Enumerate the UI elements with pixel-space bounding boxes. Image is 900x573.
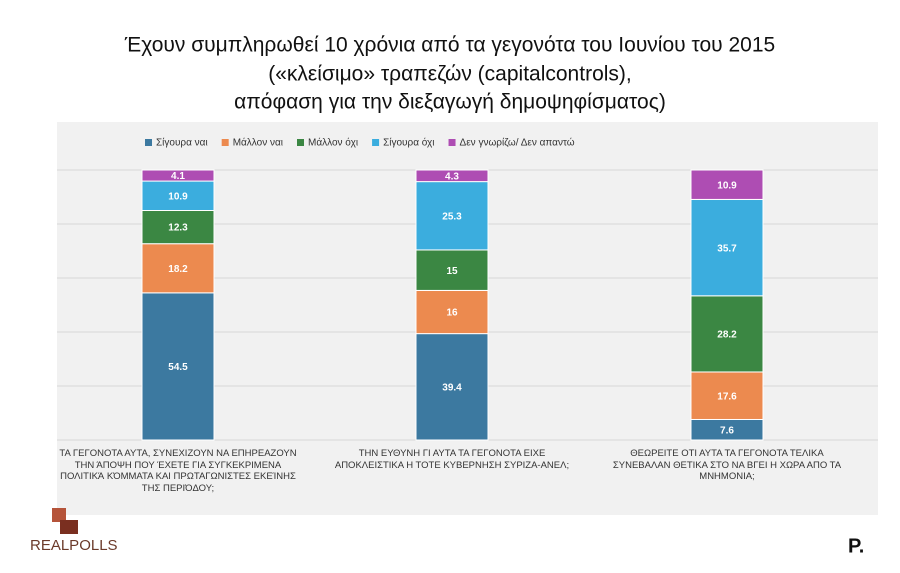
value-label: 4.1 [171,171,185,182]
bar-segment [690,198,764,297]
legend-label: Μάλλον ναι [233,137,283,149]
value-label: 4.3 [445,171,459,182]
bar-segment [690,295,764,373]
category-label: ΤΗΝ ΕΥΘΥΝΗ ΓΙ ΑΥΤΑ ΤΑ ΓΕΓΟΝΟΤΑ ΕΙΧΕ ΑΠΟΚ… [334,448,570,471]
bar-segment [415,181,489,251]
value-label: 12.3 [168,223,188,234]
value-label: 15 [446,266,458,277]
legend-label: Σίγουρα ναι [156,137,208,149]
logo: REALPOLLS [30,537,118,554]
category-label: ΘΕΩΡΕΙΤΕ ΟΤΙ ΑΥΤΑ ΤΑ ΓΕΓΟΝΟΤΑ ΤΕΛΙΚΑ ΣΥΝ… [612,448,842,482]
brand: P. [848,535,864,557]
legend-label: Σίγουρα όχι [383,137,434,149]
bar-segment [415,333,489,441]
category-label: ΤΑ ΓΕΓΟΝΟΤΑ ΑΥΤΑ, ΣΥΝΕΧΙΖΟΥΝ ΝΑ ΕΠΗΡΕΑΖΟ… [59,448,297,494]
value-label: 10.9 [168,191,188,202]
value-label: 16 [446,308,458,319]
value-label: 10.9 [717,180,737,191]
bar-segment [141,180,215,212]
legend-swatch [297,139,304,146]
value-label: 17.6 [717,391,737,402]
legend-label: Μάλλον όχι [308,137,358,149]
bar-segment [141,243,215,294]
bar-segment [415,249,489,291]
chart-title: Έχουν συμπληρωθεί 10 χρόνια από τα γεγον… [124,34,775,57]
legend-swatch [448,139,456,146]
bar-segment [141,292,215,441]
logo-mark [52,508,66,522]
bar-segment [415,169,489,183]
value-label: 35.7 [717,243,737,254]
logo-mark [60,520,78,534]
value-label: 54.5 [168,362,188,373]
legend-swatch [145,139,152,146]
legend-swatch [372,139,380,146]
chart-title: («κλείσιμο» τραπεζών (capitalcontrols), [268,63,632,86]
bar-segment [690,371,764,420]
legend-swatch [221,139,229,146]
bar-segment [415,289,489,335]
legend-label: Δεν γνωρίζω/ Δεν απαντώ [460,137,575,149]
value-label: 25.3 [442,211,462,222]
value-label: 28.2 [717,330,737,341]
value-label: 18.2 [168,264,188,275]
value-label: 7.6 [720,425,734,436]
chart-title: απόφαση για την διεξαγωγή δημοψηφίσματος… [234,91,666,114]
value-label: 39.4 [442,382,462,393]
bar-segment [690,169,764,200]
bar-segment [141,210,215,245]
bar-segment [141,169,215,182]
